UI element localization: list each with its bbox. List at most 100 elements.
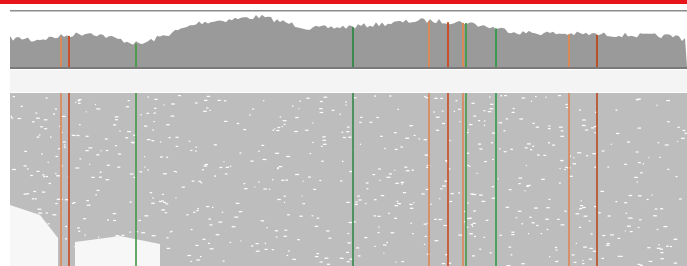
read-gap bbox=[370, 122, 373, 123]
read-gap bbox=[187, 255, 191, 256]
read-gap bbox=[222, 212, 223, 213]
read-gap bbox=[458, 109, 461, 110]
read-gap bbox=[303, 181, 304, 182]
coverage-variant bbox=[68, 36, 70, 67]
read-gap bbox=[276, 130, 279, 131]
read-gap bbox=[490, 252, 492, 253]
read-gap bbox=[176, 146, 178, 147]
read-gap bbox=[340, 114, 342, 115]
read-gap bbox=[522, 97, 526, 98]
read-gap bbox=[78, 99, 81, 100]
read-gap bbox=[224, 121, 228, 122]
read-gap bbox=[130, 173, 134, 174]
read-gap bbox=[317, 253, 320, 254]
read-gap bbox=[576, 243, 577, 244]
read-gap bbox=[32, 121, 35, 122]
read-gap bbox=[83, 218, 86, 219]
read-gap bbox=[113, 220, 116, 221]
read-gap bbox=[591, 233, 593, 234]
read-gap bbox=[560, 160, 563, 161]
read-gap bbox=[107, 219, 109, 220]
read-gap bbox=[138, 220, 141, 221]
read-gap bbox=[372, 174, 375, 175]
read-gap bbox=[153, 121, 154, 122]
coverage-area bbox=[10, 15, 687, 67]
read-variant bbox=[68, 93, 70, 266]
read-gap bbox=[147, 139, 151, 140]
read-gap bbox=[127, 131, 131, 132]
read-gap bbox=[573, 157, 574, 158]
read-gap bbox=[58, 148, 60, 149]
read-gap bbox=[424, 244, 425, 245]
read-gap bbox=[532, 123, 534, 124]
read-gap bbox=[586, 155, 588, 156]
read-gap bbox=[48, 162, 49, 163]
read-gap bbox=[394, 218, 397, 219]
read-gap bbox=[580, 205, 583, 206]
read-gap bbox=[263, 100, 264, 101]
read-gap bbox=[677, 141, 678, 142]
read-gap bbox=[35, 198, 37, 199]
read-gap bbox=[292, 259, 296, 260]
read-gap bbox=[383, 244, 387, 245]
read-gap bbox=[618, 238, 621, 239]
read-gap bbox=[667, 121, 670, 122]
read-gap bbox=[129, 232, 131, 233]
read-gap bbox=[166, 124, 170, 125]
read-gap bbox=[214, 144, 217, 145]
read-gap bbox=[469, 218, 472, 219]
read-gap bbox=[305, 130, 308, 131]
read-gap bbox=[106, 179, 110, 180]
read-gap bbox=[224, 161, 225, 162]
read-gap bbox=[310, 153, 312, 154]
read-gap bbox=[426, 167, 428, 168]
read-gap bbox=[449, 140, 450, 141]
read-gap bbox=[674, 239, 678, 240]
read-gap bbox=[295, 174, 299, 175]
read-gap bbox=[414, 135, 416, 136]
read-gap bbox=[237, 123, 239, 124]
read-gap bbox=[216, 234, 220, 235]
read-gap bbox=[234, 217, 238, 218]
read-gap bbox=[319, 180, 321, 181]
read-gap bbox=[425, 236, 427, 237]
read-gap bbox=[442, 185, 446, 186]
read-gap bbox=[395, 149, 398, 150]
read-gap bbox=[356, 247, 359, 248]
coverage-variant bbox=[447, 22, 449, 67]
read-gap bbox=[470, 193, 474, 194]
read-gap bbox=[525, 147, 528, 148]
read-gap bbox=[574, 262, 577, 263]
coverage-baseline bbox=[10, 67, 687, 69]
read-gap bbox=[618, 256, 620, 257]
read-gap bbox=[616, 133, 619, 134]
read-gap bbox=[165, 212, 167, 213]
read-gap bbox=[359, 199, 362, 200]
read-gap bbox=[218, 100, 221, 101]
read-gap bbox=[636, 99, 640, 100]
read-gap bbox=[64, 147, 66, 148]
read-gap bbox=[557, 219, 560, 220]
read-gap bbox=[192, 181, 195, 182]
read-gap bbox=[378, 227, 379, 228]
read-gap bbox=[659, 157, 661, 158]
read-gap bbox=[549, 256, 550, 257]
read-gap bbox=[147, 97, 149, 98]
genome-browser-view bbox=[0, 0, 687, 266]
read-gap bbox=[679, 198, 682, 199]
read-gap bbox=[584, 216, 588, 217]
read-gap bbox=[484, 125, 485, 126]
read-gap bbox=[78, 231, 80, 232]
read-gap bbox=[387, 177, 391, 178]
read-gap bbox=[607, 166, 609, 167]
read-gap bbox=[315, 256, 318, 257]
read-gap bbox=[565, 104, 567, 105]
read-gap bbox=[152, 197, 154, 198]
read-gap bbox=[37, 137, 40, 138]
read-gap bbox=[391, 232, 395, 233]
top-bar bbox=[0, 0, 687, 4]
read-gap bbox=[676, 176, 678, 177]
read-variant bbox=[462, 93, 464, 266]
read-gap bbox=[284, 236, 287, 237]
read-gap bbox=[548, 199, 550, 200]
